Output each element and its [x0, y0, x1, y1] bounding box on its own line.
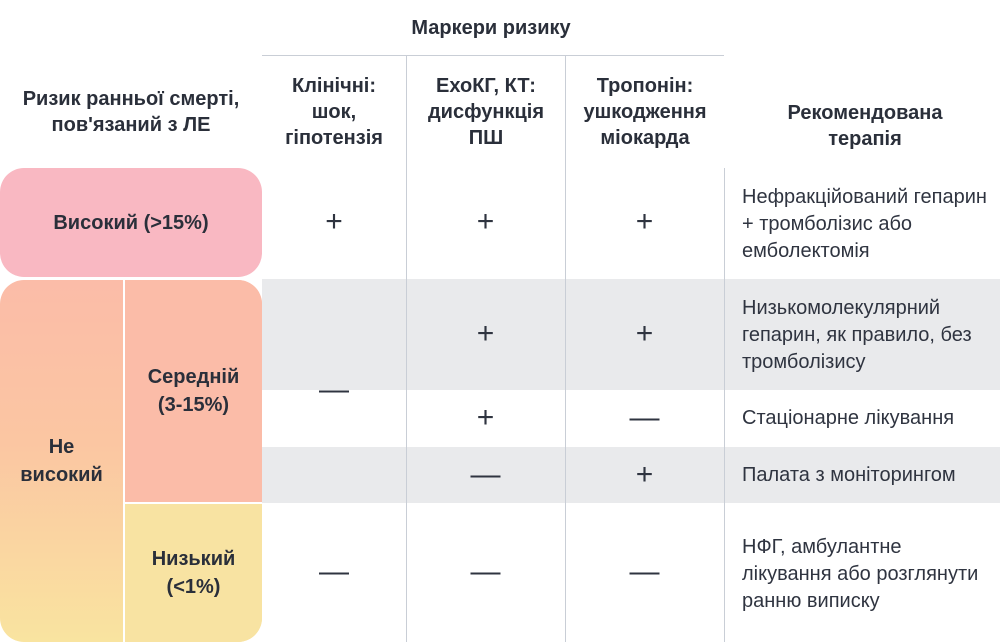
not-high-divider	[123, 280, 125, 642]
intermediate-3-therapy: Палата з моніторингом	[742, 463, 956, 486]
not-high-cell: Не високий	[0, 280, 123, 642]
intermediate-3-troponin-mark: +	[635, 458, 654, 491]
low-troponin-mark: —	[629, 555, 660, 588]
intermediate-band-1	[262, 279, 1000, 390]
high-troponin-mark: +	[635, 205, 654, 238]
high-clinical-mark: +	[325, 205, 343, 238]
high-therapy: Нефракційований гепарин + тромболізис аб…	[742, 185, 987, 262]
echo-ct-header: ЕхоКГ, КТ: дисфункція ПШ	[427, 75, 545, 149]
high-risk-label: Високий (>15%)	[53, 211, 209, 234]
markers-underline	[262, 55, 724, 56]
low-echo-mark: —	[470, 555, 501, 588]
intermediate-1-therapy: Низькомолекулярний гепарин, як правило, …	[742, 296, 972, 373]
high-risk-box: Високий (>15%)	[0, 168, 262, 277]
col-divider-3	[724, 168, 725, 642]
low-therapy: НФГ, амбулантне лікування або розглянути…	[742, 535, 979, 612]
intermediate-risk-label: Середній (3-15%)	[147, 366, 240, 416]
intermediate-band-3	[262, 447, 1000, 503]
col-divider-2	[565, 55, 566, 642]
risk-markers-header: Маркери ризику	[411, 17, 571, 39]
therapy-header: Рекомендована терапія	[787, 102, 943, 150]
intermediate-clinical-mark: —	[319, 373, 349, 406]
clinical-header: Клінічні: шок, гіпотензія	[285, 75, 383, 149]
low-clinical-mark: —	[319, 555, 349, 588]
intermediate-2-therapy: Стаціонарне лікування	[742, 406, 955, 429]
intermediate-low-divider	[125, 502, 262, 504]
intermediate-2-echo-mark: +	[476, 401, 495, 434]
not-high-risk-box: Не високий Середній (3-15%) Низький (<1%…	[0, 280, 262, 642]
high-echo-mark: +	[476, 205, 495, 238]
early-death-risk-header: Ризик ранньої смерті, пов'язаний з ЛЕ	[22, 88, 240, 136]
not-high-label: Не високий	[20, 436, 103, 486]
intermediate-1-echo-mark: +	[476, 317, 495, 350]
low-risk-box: Низький (<1%)	[125, 504, 262, 642]
troponin-header: Тропонін: ушкодження міокарда	[583, 75, 707, 149]
col-divider-1	[406, 55, 407, 642]
intermediate-risk-box: Середній (3-15%)	[125, 280, 262, 502]
intermediate-1-troponin-mark: +	[635, 317, 654, 350]
low-risk-label: Низький (<1%)	[151, 548, 236, 598]
intermediate-3-echo-mark: —	[470, 458, 501, 491]
intermediate-2-troponin-mark: —	[629, 401, 660, 434]
